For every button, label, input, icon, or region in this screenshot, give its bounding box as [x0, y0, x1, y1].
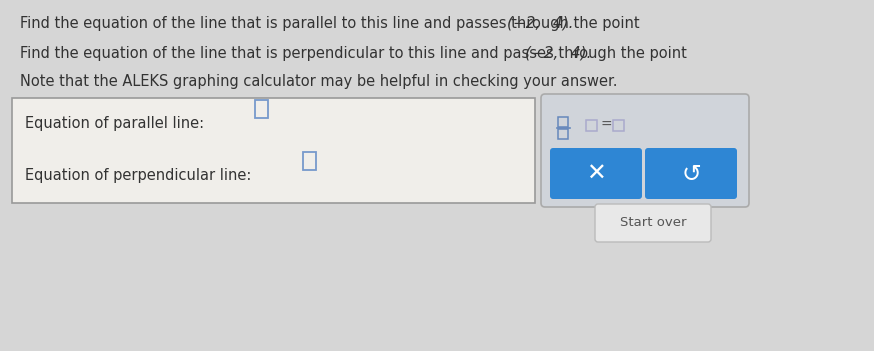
FancyBboxPatch shape: [541, 94, 749, 207]
FancyBboxPatch shape: [12, 98, 535, 203]
Text: Start over: Start over: [620, 217, 686, 230]
Text: Equation of parallel line:: Equation of parallel line:: [25, 116, 205, 131]
Text: =: =: [601, 118, 613, 132]
Text: Equation of perpendicular line:: Equation of perpendicular line:: [25, 168, 252, 183]
FancyBboxPatch shape: [645, 148, 737, 199]
FancyBboxPatch shape: [558, 117, 568, 127]
FancyBboxPatch shape: [586, 120, 597, 131]
FancyBboxPatch shape: [595, 204, 711, 242]
Text: (−2,  4).: (−2, 4).: [507, 16, 573, 31]
FancyBboxPatch shape: [613, 120, 624, 131]
Text: ↺: ↺: [681, 161, 701, 185]
Text: Find the equation of the line that is parallel to this line and passes through t: Find the equation of the line that is pa…: [20, 16, 644, 31]
FancyBboxPatch shape: [303, 152, 316, 170]
FancyBboxPatch shape: [550, 148, 642, 199]
Text: Note that the ALEKS graphing calculator may be helpful in checking your answer.: Note that the ALEKS graphing calculator …: [20, 74, 618, 89]
FancyBboxPatch shape: [558, 129, 568, 139]
Text: (−2,  4).: (−2, 4).: [525, 46, 592, 61]
Text: ✕: ✕: [586, 161, 606, 185]
Text: Find the equation of the line that is perpendicular to this line and passes thro: Find the equation of the line that is pe…: [20, 46, 691, 61]
FancyBboxPatch shape: [255, 100, 268, 118]
